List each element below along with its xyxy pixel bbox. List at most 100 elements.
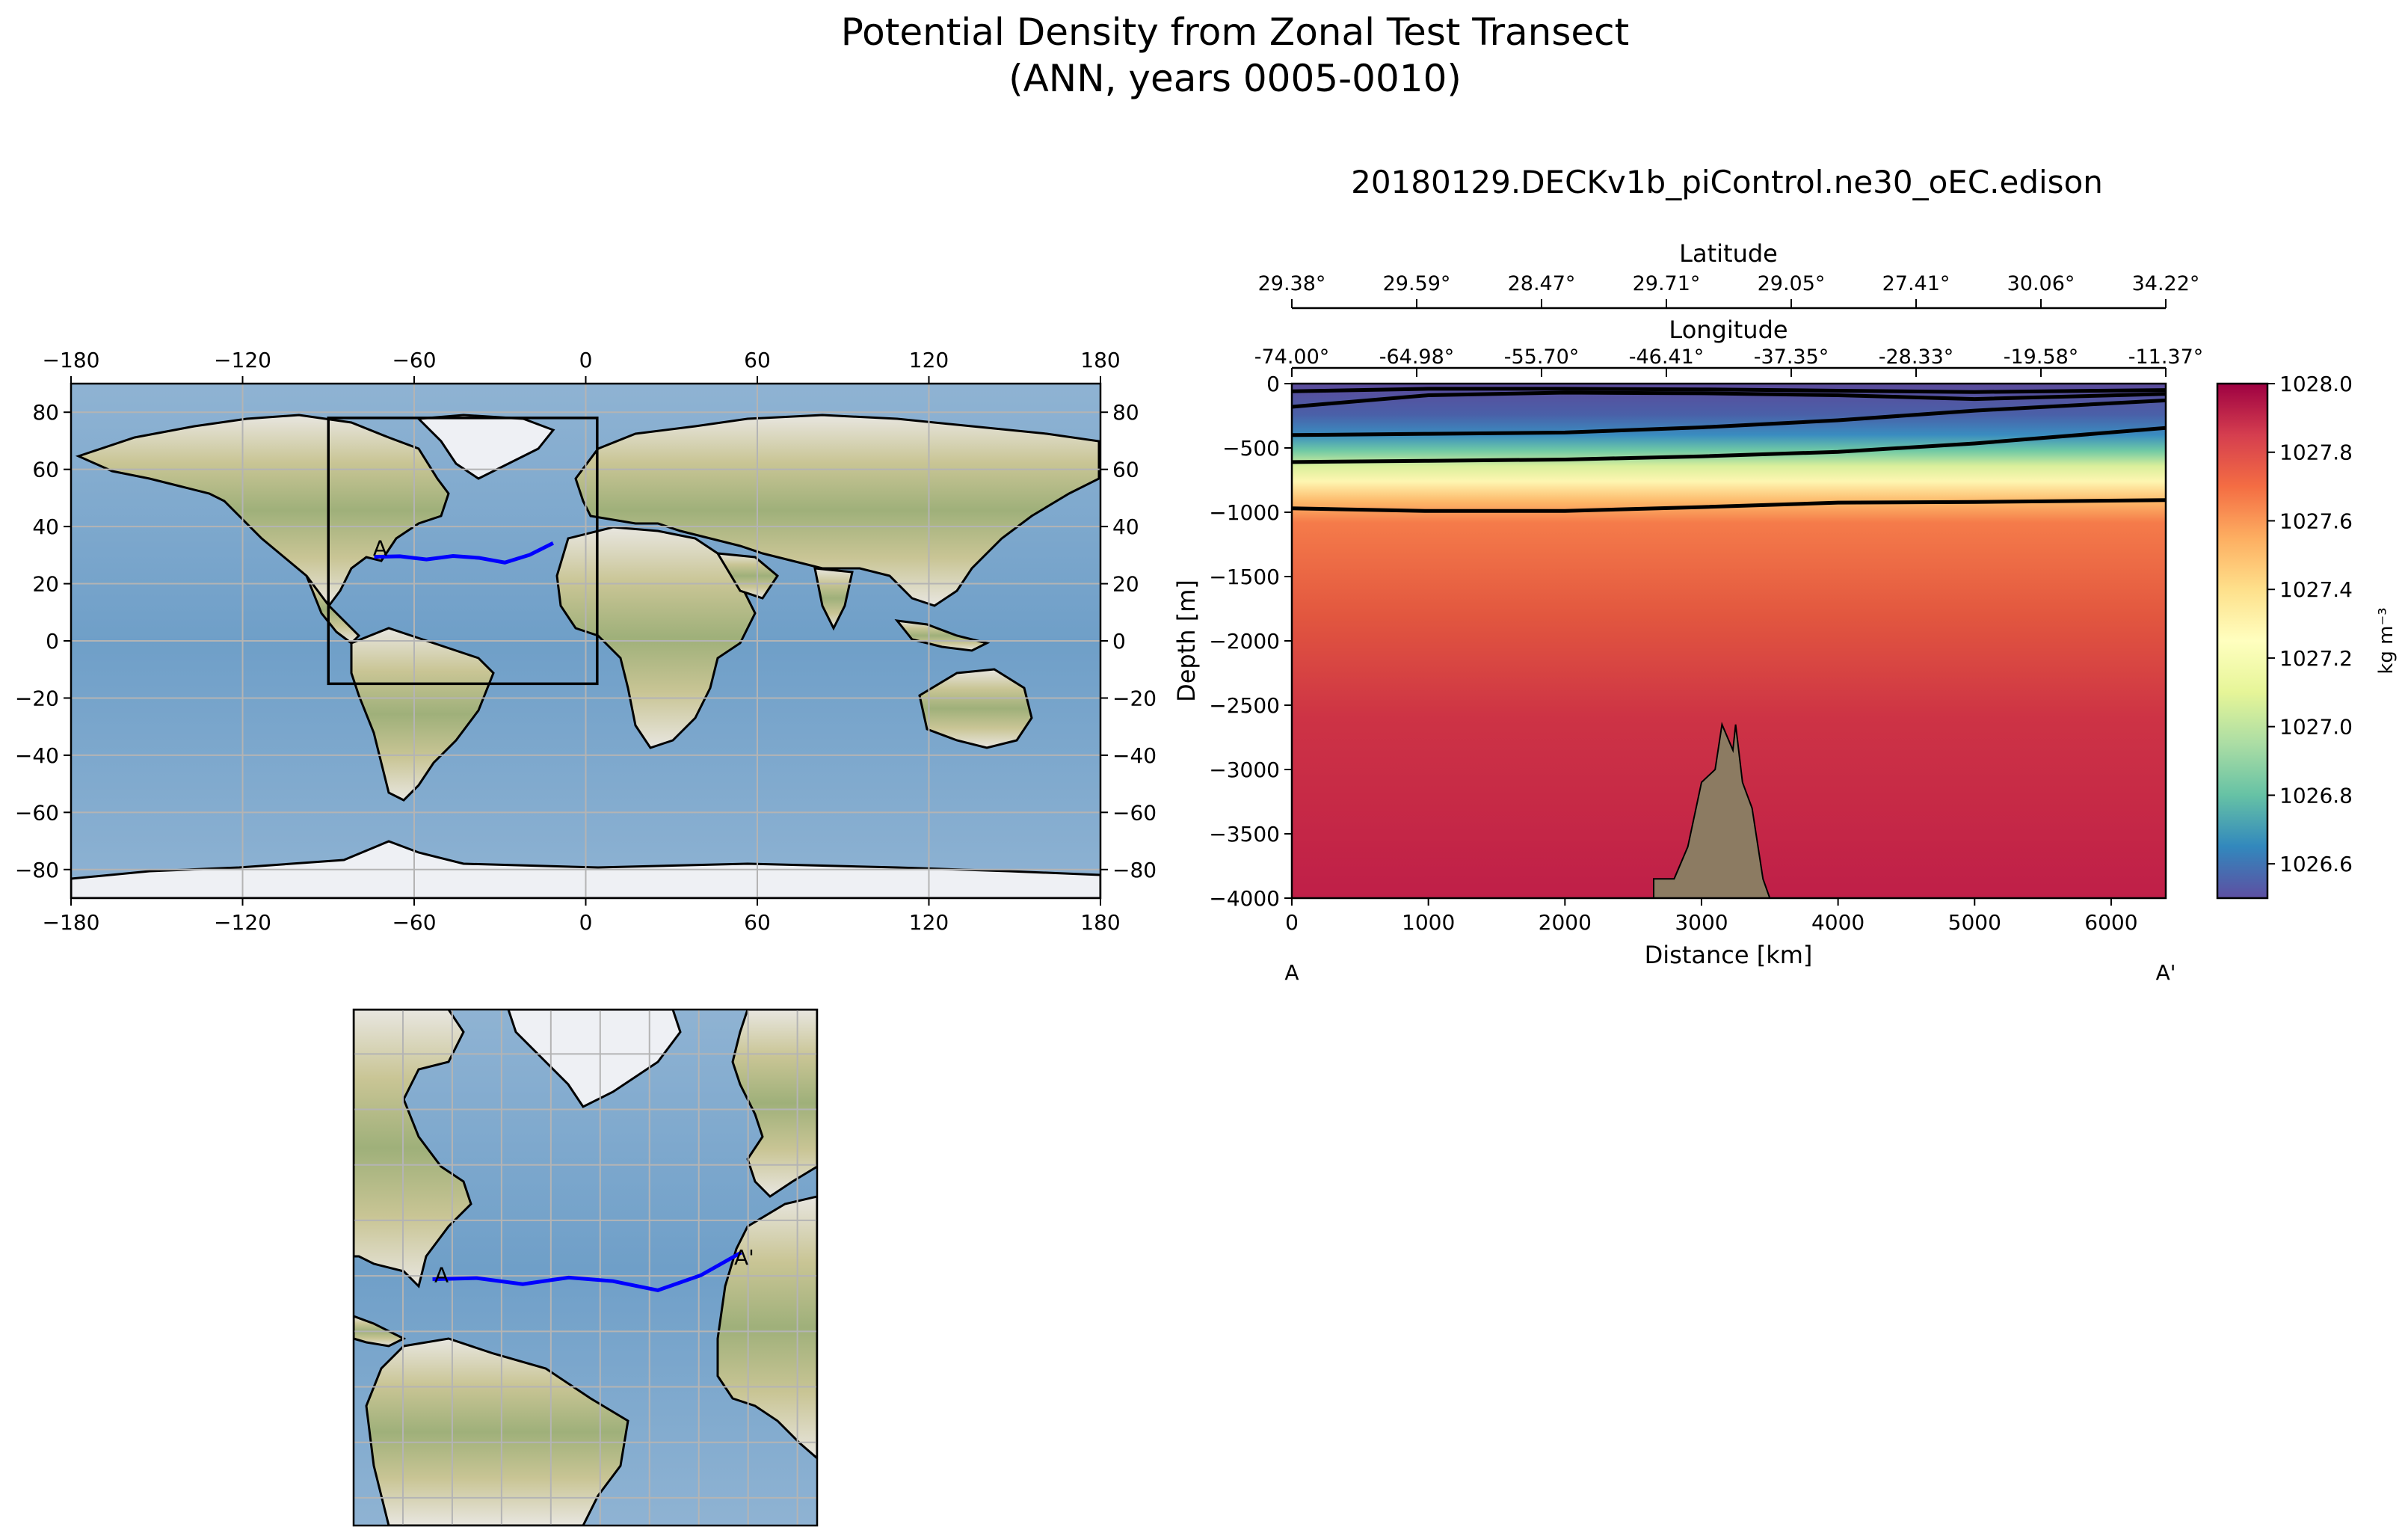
latitude-tick-label: 29.71°	[1633, 272, 1701, 295]
global-map-x-tick-label: 120	[909, 910, 949, 935]
global-map-x-tick-label: 0	[579, 910, 593, 935]
land-central-america	[305, 575, 361, 645]
global-map: A −180 −180 −120 −120 −60 −60 0 0 60 60 120 120 180 1…	[15, 348, 1157, 935]
colorbar-tick-label: 1027.6	[2279, 509, 2353, 533]
density-contours	[1292, 387, 2166, 513]
zoom-map-land	[354, 1010, 817, 1526]
global-map-y-tick-label-right: −60	[1112, 800, 1157, 825]
global-map-x-tick-label-top: 180	[1080, 348, 1120, 372]
section-y-tick-label: −1000	[1209, 500, 1280, 525]
global-map-y-tick-label: 80	[32, 400, 59, 425]
land-arabia	[715, 552, 779, 600]
section-x-tick-label: 3000	[1675, 910, 1728, 935]
zoom-map-transect-line	[432, 1250, 742, 1293]
longitude-tick-label: -28.33°	[1879, 345, 1954, 369]
global-map-transect-line	[374, 541, 555, 565]
section-y-tick-label: −4000	[1209, 886, 1280, 911]
density-contour-line	[1292, 387, 2166, 394]
global-map-x-tick-label-top: 120	[909, 348, 949, 372]
global-map-x-tick-label: −60	[392, 910, 436, 935]
latitude-tick-label: 27.41°	[1882, 272, 1950, 295]
section-y-tick-label: −1500	[1209, 565, 1280, 589]
longitude-tick-label: -37.35°	[1754, 345, 1829, 369]
land-africa	[555, 526, 757, 749]
global-map-y-tick-label-right: −80	[1112, 858, 1157, 882]
global-map-x-tick-label-top: 60	[744, 348, 771, 372]
land-north-america	[75, 414, 450, 608]
colorbar-label: kg m⁻³	[2375, 607, 2398, 674]
density-contour-line	[1292, 498, 2166, 513]
colorbar-tick-label: 1026.8	[2279, 783, 2353, 808]
latitude-tick-label: 29.38°	[1258, 272, 1326, 295]
global-map-y-tick-label-right: 20	[1112, 572, 1139, 597]
section-x-tick-label: 4000	[1811, 910, 1864, 935]
latitude-tick-label: 34.22°	[2132, 272, 2200, 295]
global-map-x-tick-label-top: −120	[214, 348, 271, 372]
land-south-america	[350, 627, 495, 802]
density-contour-line	[1292, 398, 2166, 437]
global-map-x-tick-label-top: −60	[392, 348, 436, 372]
global-map-transect-label-start: A	[373, 536, 387, 561]
global-map-x-tick-label: −120	[214, 910, 271, 935]
latitude-tick-label: 30.06°	[2007, 272, 2075, 295]
global-map-y-tick-label: −80	[15, 858, 59, 882]
section-x-tick-label: 6000	[2084, 910, 2137, 935]
longitude-tick-label: -19.58°	[2004, 345, 2079, 369]
longitude-tick-label: -46.41°	[1629, 345, 1705, 369]
section-top-ticks: 29.38° -74.00° 29.59° -64.98° 28.47° -55.70° 2…	[1254, 272, 2203, 377]
longitude-axis-label: Longitude	[1669, 316, 1787, 344]
global-map-grid	[70, 384, 1101, 898]
global-map-y-tick-label-right: −40	[1112, 743, 1157, 768]
section-x-tick-label: 0	[1285, 910, 1299, 935]
section-y-label: Depth [m]	[1172, 580, 1201, 702]
section-y-tick-label: −2000	[1209, 629, 1280, 654]
global-map-y-tick-label: 60	[32, 458, 59, 482]
global-map-y-tick-label-right: 80	[1112, 400, 1139, 425]
global-map-y-tick-label: 20	[32, 572, 59, 597]
latitude-tick-label: 28.47°	[1508, 272, 1576, 295]
density-contour-line	[1292, 426, 2166, 464]
colorbar-tick-label: 1027.4	[2279, 577, 2353, 602]
zoom-land-africa	[716, 1195, 817, 1460]
global-map-x-tick-label: −180	[43, 910, 100, 935]
colorbar-tick-label: 1027.8	[2279, 440, 2353, 465]
colorbar-tick-label: 1027.2	[2279, 646, 2353, 671]
section-y-tick-label: −2500	[1209, 693, 1280, 718]
section-x-tick-label: 1000	[1402, 910, 1455, 935]
section-y-tick-label: −3500	[1209, 822, 1280, 847]
global-map-x-tick-label: 180	[1080, 910, 1120, 935]
colorbar-tick-label: 1026.6	[2279, 852, 2353, 876]
latitude-axis-label: Latitude	[1679, 239, 1778, 268]
section-x-tick-label: 2000	[1539, 910, 1592, 935]
run-subtitle: 20180129.DECKv1b_piControl.ne30_oEC.edis…	[1351, 164, 2103, 200]
section-label-start: A	[1284, 960, 1299, 985]
zoom-map-frame	[352, 1008, 819, 1527]
global-map-x-tick-label-top: 0	[579, 348, 593, 372]
longitude-tick-label: -74.00°	[1254, 345, 1330, 369]
global-map-inset-box	[327, 417, 599, 686]
longitude-tick-label: -55.70°	[1504, 345, 1580, 369]
zoom-map-transect-label-start: A	[434, 1263, 449, 1288]
global-map-y-tick-label: 0	[46, 629, 59, 654]
section-x-tick-label: 5000	[1948, 910, 2001, 935]
global-map-y-tick-label: −40	[15, 743, 59, 768]
colorbar	[2216, 382, 2269, 900]
section-y-tick-label: 0	[1266, 372, 1280, 396]
density-contour-line	[1292, 390, 2166, 409]
longitude-tick-label: -64.98°	[1379, 345, 1455, 369]
zoom-map: A A'	[352, 1008, 819, 1527]
transect-section: 0 1000 2000 3000 4000 5000 6000 0 −500 −1000 −1500…	[1172, 239, 2398, 985]
section-x-label: Distance [km]	[1645, 941, 1813, 969]
global-map-y-tick-label: −20	[15, 686, 59, 710]
global-map-x-tick-label: 60	[744, 910, 771, 935]
section-ticks: 0 1000 2000 3000 4000 5000 6000 0 −500 −1000 −1500…	[1209, 372, 2137, 935]
section-y-tick-label: −3000	[1209, 758, 1280, 782]
global-map-y-tick-label-right: 0	[1112, 629, 1126, 654]
latitude-tick-label: 29.05°	[1758, 272, 1826, 295]
latitude-tick-label: 29.59°	[1383, 272, 1451, 295]
global-map-y-tick-label-right: −20	[1112, 686, 1157, 710]
colorbar-tick-label: 1028.0	[2279, 372, 2353, 396]
figure-title-line1: Potential Density from Zonal Test Transe…	[841, 10, 1629, 54]
section-y-tick-label: −500	[1222, 436, 1280, 461]
